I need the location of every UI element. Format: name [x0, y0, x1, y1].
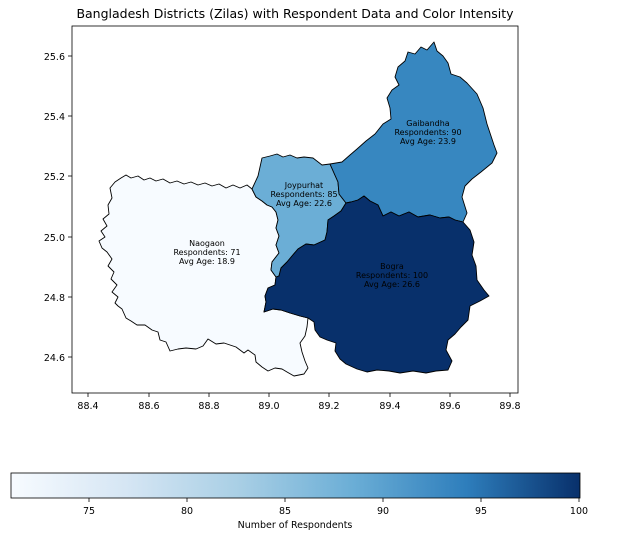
- y-tick-label: 24.6: [44, 353, 65, 364]
- colorbar-tick-label: 75: [83, 506, 95, 517]
- district-polygons: [98, 41, 498, 377]
- colorbar-tick-label: 90: [377, 506, 389, 517]
- colorbar: 75 80 85 90 95 100 Number of Respondents: [10, 472, 588, 531]
- y-tick-label: 25.2: [44, 172, 65, 183]
- colorbar-gradient: [10, 472, 581, 499]
- label-joypurhat-respondents: Respondents: 85: [270, 190, 337, 199]
- y-tick-label: 24.8: [44, 293, 65, 304]
- label-gaibandha-respondents: Respondents: 90: [394, 128, 461, 137]
- label-bogra-name: Bogra: [380, 262, 404, 271]
- label-bogra-age: Avg Age: 26.6: [364, 280, 420, 289]
- map-title: Bangladesh Districts (Zilas) with Respon…: [76, 6, 514, 21]
- label-bogra-respondents: Respondents: 100: [356, 271, 428, 280]
- colorbar-tick-label: 95: [475, 506, 487, 517]
- x-tick-label: 88.8: [198, 401, 219, 412]
- x-tick-label: 89.0: [258, 401, 279, 412]
- district-bogra[interactable]: [263, 195, 490, 374]
- x-tick-label: 89.8: [499, 401, 520, 412]
- x-tick-label: 89.2: [318, 401, 339, 412]
- label-gaibandha-age: Avg Age: 23.9: [400, 137, 456, 146]
- x-tick-label: 88.4: [77, 401, 98, 412]
- colorbar-label: Number of Respondents: [238, 520, 353, 531]
- x-tick-label: 89.6: [439, 401, 460, 412]
- label-joypurhat-age: Avg Age: 22.6: [276, 199, 332, 208]
- label-gaibandha-name: Gaibandha: [406, 119, 450, 128]
- y-axis: 25.6 25.4 25.2 25.0 24.8 24.6: [44, 52, 72, 364]
- x-axis: 88.4 88.6 88.8 89.0 89.2 89.4 89.6 89.8: [77, 393, 521, 412]
- x-tick-label: 89.4: [379, 401, 400, 412]
- label-joypurhat-name: Joypurhat: [284, 181, 323, 190]
- colorbar-tick-label: 80: [181, 506, 193, 517]
- label-naogaon-respondents: Respondents: 71: [173, 248, 240, 257]
- x-tick-label: 88.6: [138, 401, 159, 412]
- district-naogaon[interactable]: [98, 174, 309, 377]
- colorbar-tick-label: 85: [279, 506, 291, 517]
- label-naogaon-age: Avg Age: 18.9: [179, 257, 235, 266]
- colorbar-tick-label: 100: [570, 506, 588, 517]
- y-tick-label: 25.4: [44, 112, 65, 123]
- y-tick-label: 25.6: [44, 52, 65, 63]
- y-tick-label: 25.0: [44, 233, 65, 244]
- district-labels: Naogaon Respondents: 71 Avg Age: 18.9 Jo…: [173, 119, 461, 289]
- label-naogaon-name: Naogaon: [189, 239, 225, 248]
